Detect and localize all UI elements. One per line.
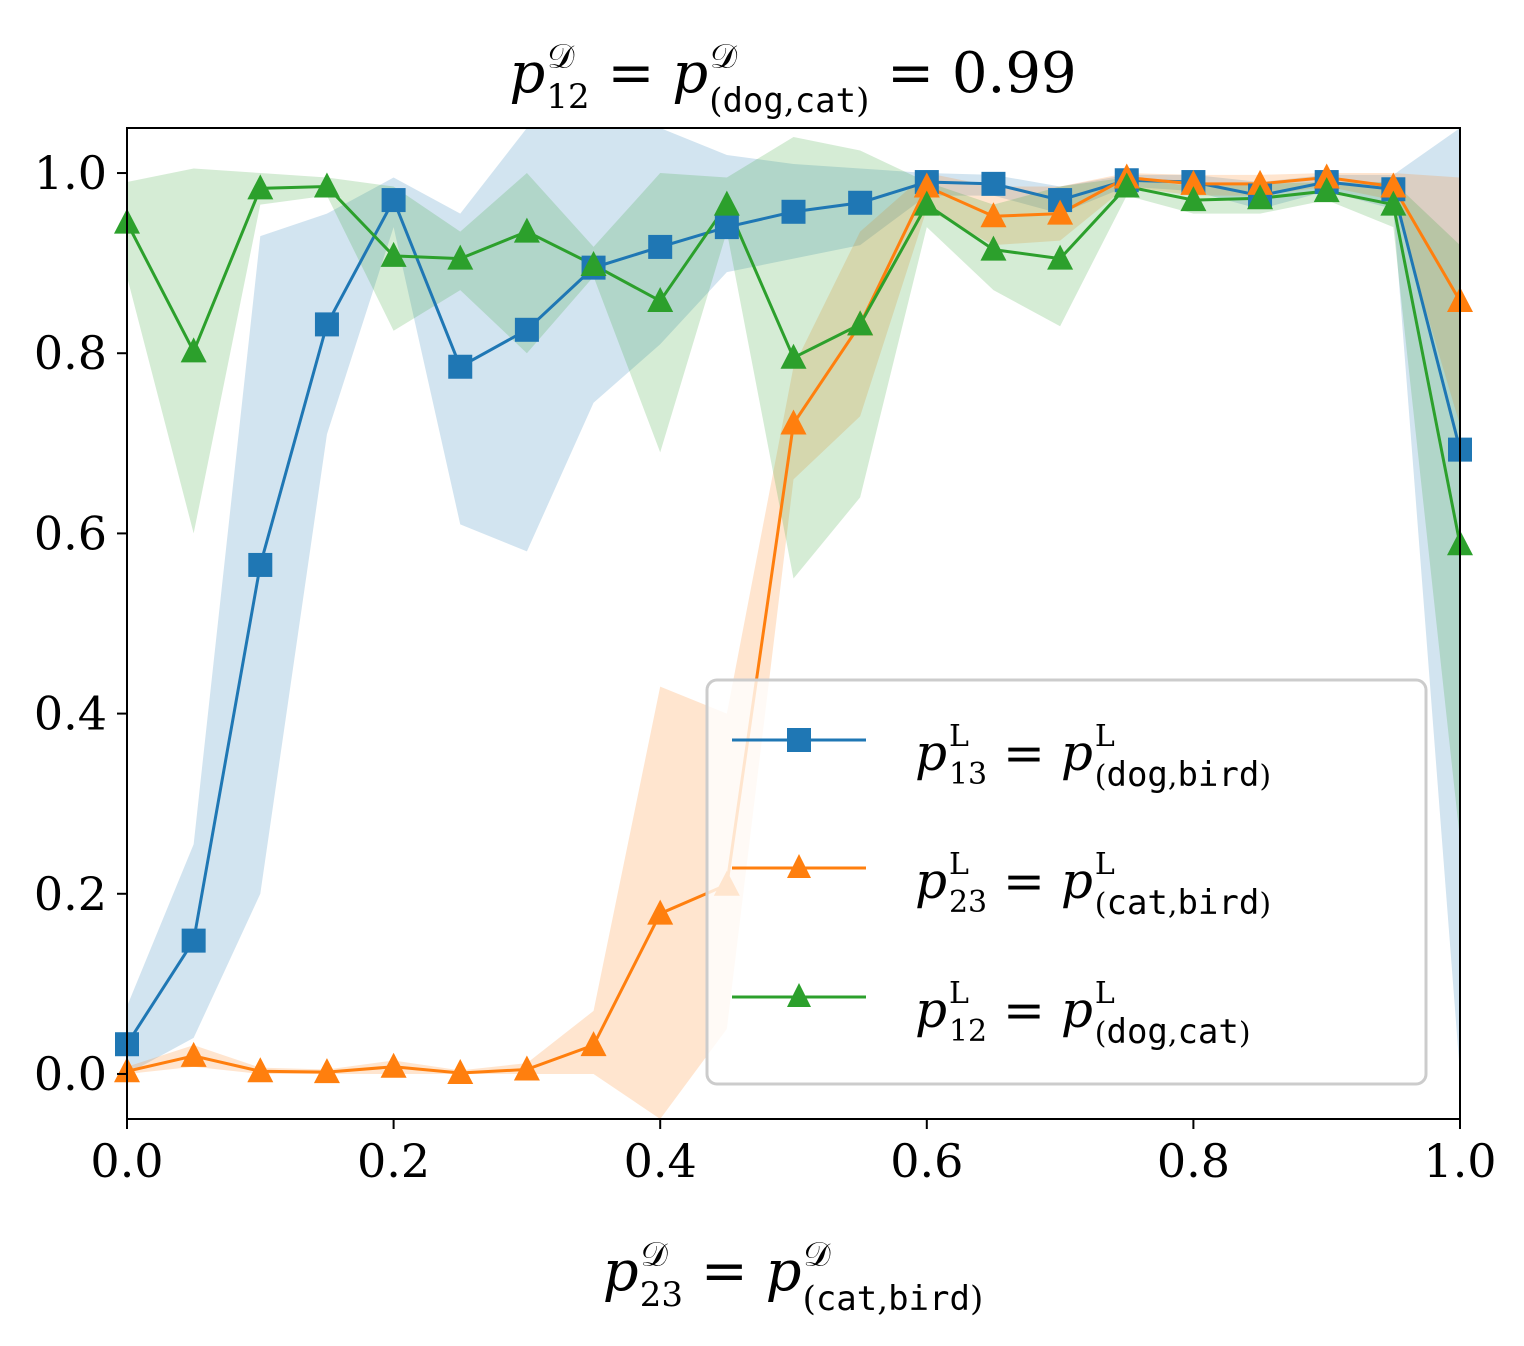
legend-item-p12: pL 12 = pL (dog,cat) — [732, 976, 1251, 1052]
y-tick-label-5: 1.0 — [34, 146, 107, 200]
x-tick-label-1: 0.2 — [357, 1134, 430, 1188]
legend-marker-p13 — [787, 728, 811, 752]
legend: pL 13 = pL (dog,bird) pL 23 = pL (cat,bird) … — [705, 678, 1428, 1086]
point-p23-2 — [247, 1057, 274, 1083]
x-tick-label-5: 1.0 — [1423, 1134, 1496, 1188]
point-p12-10 — [780, 343, 807, 369]
point-p12-15 — [1113, 172, 1140, 198]
y-tick-label-0: 0.0 — [34, 1047, 107, 1101]
point-p13-1 — [181, 928, 206, 953]
x-tick-label-2: 0.4 — [624, 1134, 697, 1188]
band-p12 — [127, 137, 1460, 840]
legend-item-p13: pL 13 = pL (dog,bird) — [732, 719, 1271, 795]
point-p23-7 — [580, 1031, 607, 1057]
point-p12-17 — [1247, 184, 1274, 210]
x-tick-label-3: 0.6 — [890, 1134, 963, 1188]
point-p12-6 — [513, 217, 540, 243]
point-p12-18 — [1313, 177, 1340, 203]
point-p12-3 — [313, 172, 340, 198]
point-p23-4 — [380, 1052, 407, 1078]
point-p12-7 — [580, 250, 607, 276]
x-axis-label: p𝒟 23 = p𝒟 (cat,bird) — [603, 1235, 983, 1319]
point-p23-1 — [180, 1041, 207, 1067]
point-p13-4 — [381, 188, 406, 213]
point-p12-19 — [1380, 190, 1407, 216]
point-p23-3 — [313, 1058, 340, 1084]
point-p12-8 — [647, 286, 674, 312]
y-tick-label-3: 0.6 — [34, 506, 107, 560]
point-p13-3 — [314, 312, 339, 337]
legend-marker-p12 — [787, 983, 811, 1007]
point-p12-1 — [180, 337, 207, 363]
point-p12-5 — [447, 244, 474, 270]
point-p12-2 — [247, 174, 274, 200]
point-p23-17 — [1247, 169, 1274, 195]
point-p12-16 — [1180, 186, 1207, 212]
plot-frame — [126, 127, 1461, 1120]
point-p13-2 — [248, 552, 273, 577]
point-p13-13 — [981, 171, 1006, 196]
point-p12-9 — [713, 190, 740, 216]
point-p23-14 — [1047, 199, 1074, 225]
y-axis-ticks: 0.0 0.2 0.4 0.6 0.8 1.0 — [34, 146, 127, 1101]
point-p23-5 — [447, 1059, 474, 1085]
point-p13-9 — [714, 215, 739, 240]
legend-item-p23: pL 23 = pL (cat,bird) — [732, 847, 1271, 923]
y-tick-label-4: 0.8 — [34, 326, 107, 380]
point-p23-8 — [647, 899, 674, 925]
legend-marker-p23 — [787, 854, 811, 878]
x-tick-label-0: 0.0 — [90, 1134, 163, 1188]
point-p23-10 — [780, 409, 807, 435]
point-p12-12 — [913, 190, 940, 216]
legend-label-p23: pL 23 = pL (cat,bird) — [915, 847, 1271, 923]
y-tick-label-1: 0.2 — [34, 867, 107, 921]
point-p12-11 — [847, 310, 874, 336]
point-p23-13 — [980, 202, 1007, 228]
point-p12-14 — [1047, 244, 1074, 270]
point-p23-16 — [1180, 169, 1207, 195]
y-tick-label-2: 0.4 — [34, 687, 107, 741]
point-p13-10 — [781, 199, 806, 224]
series-markers — [114, 163, 1473, 1085]
point-p23-18 — [1313, 163, 1340, 189]
point-p23-6 — [513, 1055, 540, 1081]
point-p12-4 — [380, 241, 407, 267]
legend-label-p13: pL 13 = pL (dog,bird) — [915, 719, 1271, 795]
legend-box — [705, 678, 1428, 1086]
point-p13-5 — [448, 354, 473, 379]
legend-label-p12: pL 12 = pL (dog,cat) — [915, 976, 1251, 1052]
point-p13-8 — [648, 234, 673, 259]
point-p23-19 — [1380, 172, 1407, 198]
x-axis-ticks: 0.0 0.2 0.4 0.6 0.8 1.0 — [90, 1119, 1497, 1188]
point-p13-11 — [848, 190, 873, 215]
point-p12-13 — [980, 235, 1007, 261]
chart-title: p𝒟 12 = p𝒟 (dog,cat) = 0.99 — [509, 37, 1076, 121]
point-p13-6 — [514, 317, 539, 342]
point-p23-12 — [913, 172, 940, 198]
x-tick-label-4: 0.8 — [1157, 1134, 1230, 1188]
